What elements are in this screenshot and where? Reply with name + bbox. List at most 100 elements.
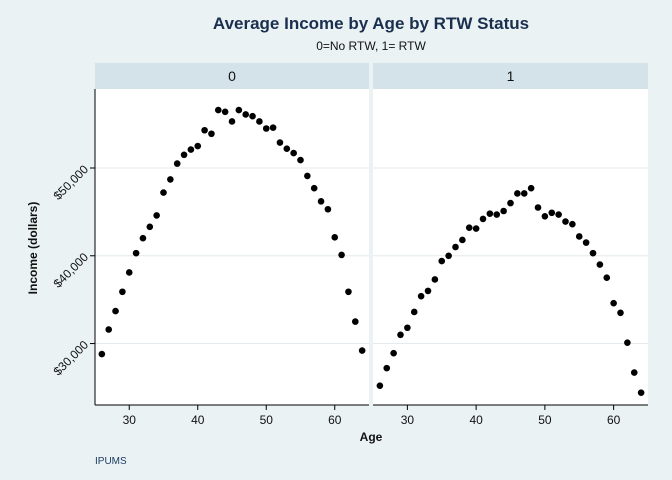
data-point bbox=[438, 257, 446, 265]
data-point bbox=[153, 212, 160, 219]
source-note: IPUMS bbox=[95, 456, 127, 467]
panel-1: 1 30 40 50 60 bbox=[373, 63, 648, 427]
data-point bbox=[160, 189, 167, 196]
data-point bbox=[167, 176, 174, 183]
data-point bbox=[582, 239, 590, 246]
data-point bbox=[235, 106, 243, 114]
data-point bbox=[603, 274, 611, 282]
data-point bbox=[541, 212, 549, 220]
data-point bbox=[310, 184, 318, 192]
data-point bbox=[548, 209, 556, 217]
data-point bbox=[445, 252, 452, 260]
data-point bbox=[383, 364, 391, 372]
y-tick-label: $40,000 bbox=[51, 250, 92, 291]
data-point bbox=[486, 210, 494, 217]
data-point bbox=[575, 233, 583, 240]
data-point bbox=[417, 292, 425, 300]
data-point bbox=[589, 249, 597, 257]
x-tick-label: 50 bbox=[538, 413, 552, 427]
panels: 0 30 40 50 60 $30,000 $40,000 $50,000 1 30 40 50 60 bbox=[51, 63, 648, 427]
data-point bbox=[630, 369, 638, 376]
x-tick-label: 40 bbox=[191, 413, 205, 427]
data-point bbox=[98, 350, 106, 358]
data-point bbox=[201, 126, 208, 134]
data-point bbox=[465, 224, 473, 231]
data-point bbox=[390, 349, 397, 357]
data-point bbox=[376, 382, 384, 389]
data-point bbox=[610, 299, 617, 307]
data-point bbox=[520, 190, 528, 197]
data-point bbox=[352, 318, 359, 325]
data-point bbox=[514, 190, 521, 197]
data-point bbox=[500, 207, 507, 215]
data-point bbox=[493, 211, 501, 218]
data-point bbox=[345, 288, 352, 296]
data-point bbox=[410, 308, 418, 316]
data-point bbox=[180, 151, 188, 159]
panel-0: 0 30 40 50 60 $30,000 $40,000 $50,000 bbox=[51, 63, 369, 427]
chart-subtitle: 0=No RTW, 1= RTW bbox=[316, 39, 426, 53]
y-tick-label: $50,000 bbox=[51, 162, 92, 203]
panel-label: 1 bbox=[507, 68, 515, 84]
x-tick-label: 40 bbox=[469, 413, 483, 427]
data-point bbox=[424, 287, 432, 295]
plot-area bbox=[373, 89, 648, 405]
data-point bbox=[596, 261, 604, 268]
data-point bbox=[617, 309, 624, 317]
data-point bbox=[452, 243, 459, 251]
data-point bbox=[562, 218, 569, 225]
x-tick-label: 60 bbox=[328, 413, 342, 427]
data-point bbox=[637, 389, 645, 397]
panel-label: 0 bbox=[228, 68, 236, 84]
plot-area bbox=[95, 89, 369, 405]
data-point bbox=[105, 326, 112, 333]
data-point bbox=[256, 118, 263, 125]
data-point bbox=[283, 145, 291, 152]
data-point bbox=[297, 156, 304, 164]
data-point bbox=[472, 225, 480, 232]
data-point bbox=[534, 204, 542, 211]
data-point bbox=[221, 108, 229, 116]
data-point bbox=[431, 276, 439, 283]
x-tick-label: 30 bbox=[123, 413, 137, 427]
x-axis-title: Age bbox=[360, 430, 383, 444]
data-point bbox=[555, 211, 562, 218]
data-point bbox=[569, 220, 576, 228]
data-point bbox=[262, 125, 270, 132]
data-point bbox=[479, 215, 487, 223]
data-point bbox=[459, 236, 466, 244]
data-point bbox=[132, 249, 140, 257]
data-point bbox=[228, 118, 236, 125]
y-axis-title: Income (dollars) bbox=[26, 202, 40, 295]
data-point bbox=[112, 307, 119, 315]
data-point bbox=[269, 124, 277, 131]
data-point bbox=[324, 205, 332, 213]
data-point bbox=[208, 130, 215, 138]
data-point bbox=[507, 199, 514, 207]
x-tick-label: 50 bbox=[260, 413, 274, 427]
data-point bbox=[173, 160, 181, 167]
x-tick-label: 30 bbox=[401, 413, 415, 427]
data-point bbox=[397, 331, 404, 339]
data-point bbox=[338, 251, 345, 259]
data-point bbox=[290, 149, 297, 157]
x-tick-label: 60 bbox=[607, 413, 621, 427]
panel-strip bbox=[373, 63, 648, 89]
data-point bbox=[304, 172, 311, 180]
data-point bbox=[242, 111, 249, 118]
data-point bbox=[624, 339, 631, 346]
chart-title: Average Income by Age by RTW Status bbox=[213, 14, 529, 33]
data-point bbox=[404, 324, 411, 332]
data-point bbox=[276, 139, 284, 146]
data-point bbox=[331, 234, 339, 241]
data-point bbox=[125, 269, 133, 276]
data-point bbox=[187, 146, 195, 153]
data-point bbox=[146, 223, 154, 231]
data-point bbox=[317, 198, 325, 205]
data-point bbox=[358, 347, 366, 354]
data-point bbox=[139, 234, 147, 242]
data-point bbox=[119, 288, 126, 296]
data-point bbox=[249, 112, 256, 120]
data-point bbox=[194, 142, 202, 150]
